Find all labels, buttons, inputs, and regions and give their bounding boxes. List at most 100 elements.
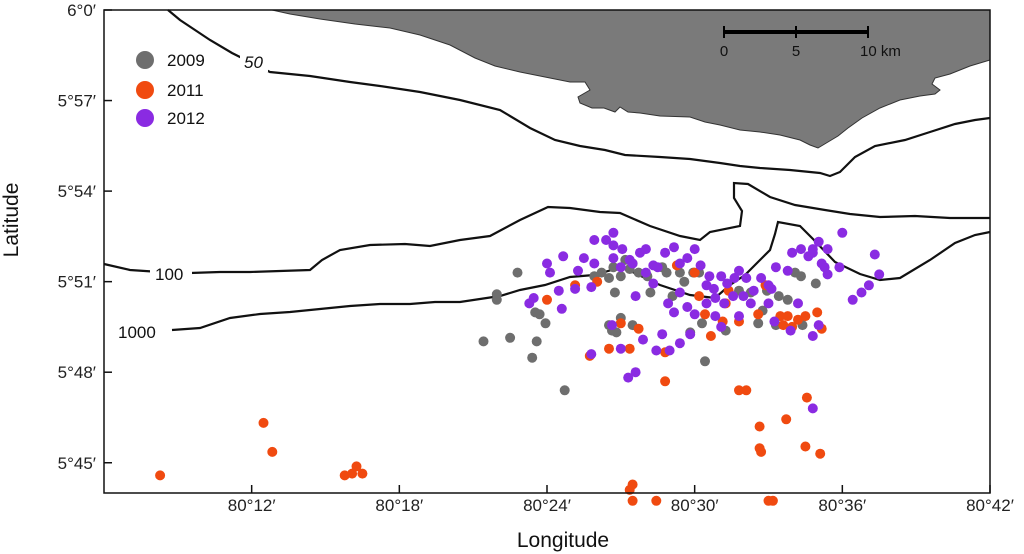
survey-point-2011	[756, 446, 767, 457]
survey-point-2012	[669, 242, 679, 253]
survey-point-2011	[651, 495, 662, 506]
survey-point-2012	[589, 235, 600, 245]
survey-point-2011	[627, 479, 638, 490]
survey-point-2012	[674, 258, 685, 269]
survey-point-2012	[558, 251, 569, 262]
survey-point-2012	[734, 265, 744, 276]
contour-label-1000-bg	[114, 320, 170, 342]
survey-point-2012	[813, 320, 824, 331]
survey-point-2009	[559, 385, 570, 396]
survey-point-2012	[745, 298, 756, 309]
survey-point-2011	[793, 314, 803, 325]
survey-point-2009	[697, 318, 707, 329]
survey-point-2011	[767, 495, 778, 506]
survey-point-2012	[782, 265, 793, 276]
survey-point-2012	[874, 269, 885, 280]
contour-100m	[103, 181, 990, 275]
survey-point-2012	[578, 253, 589, 264]
survey-point-2009	[596, 267, 607, 278]
survey-point-2009	[530, 307, 541, 318]
survey-point-2012	[738, 291, 749, 302]
survey-point-2012	[570, 283, 581, 294]
y-tick-label: 5°54′	[58, 182, 96, 201]
x-tick-label: 80°12′	[228, 496, 276, 515]
scale-label-5: 5	[792, 43, 800, 60]
survey-point-2012	[822, 269, 833, 280]
survey-point-2009	[540, 318, 551, 329]
survey-point-2012	[553, 285, 564, 296]
survey-point-2012	[837, 227, 848, 238]
survey-point-2012	[573, 265, 583, 276]
survey-point-2012	[669, 307, 679, 318]
survey-point-2012	[601, 235, 612, 245]
survey-point-2009	[645, 287, 656, 298]
survey-point-2009	[667, 291, 678, 302]
survey-point-2012	[657, 329, 668, 340]
y-axis-title: Latitude	[0, 183, 23, 258]
y-tick-label: 5°48′	[58, 363, 96, 382]
survey-point-2009	[527, 352, 538, 363]
survey-point-2012	[728, 291, 739, 302]
survey-point-2012	[682, 302, 693, 312]
survey-point-2011	[812, 307, 823, 318]
survey-point-2011	[754, 421, 765, 432]
survey-point-2012	[586, 282, 597, 293]
survey-point-2012	[863, 280, 874, 291]
contour-50m	[167, 9, 991, 178]
survey-point-2012	[704, 271, 715, 282]
survey-point-2012	[796, 244, 806, 255]
survey-point-2012	[663, 298, 674, 309]
legend-marker-2009	[136, 51, 154, 69]
survey-point-2012	[648, 278, 659, 289]
survey-point-2012	[763, 298, 774, 309]
contour-label-50: 50	[244, 53, 263, 72]
survey-point-2012	[787, 247, 798, 258]
survey-point-2009	[491, 294, 502, 305]
y-tick-label: 5°51′	[58, 273, 96, 292]
survey-point-2012	[741, 273, 752, 283]
survey-point-2012	[542, 258, 552, 269]
survey-point-2012	[807, 331, 818, 341]
legend-label-2012: 2012	[167, 109, 205, 128]
survey-point-2012	[640, 267, 651, 278]
survey-point-2009	[810, 278, 821, 289]
survey-point-2012	[674, 287, 685, 298]
survey-point-2012	[716, 271, 727, 282]
survey-point-2012	[729, 273, 740, 283]
y-tick-label: 6°0′	[67, 1, 96, 20]
survey-point-2012	[869, 249, 880, 260]
survey-point-2012	[766, 283, 777, 294]
survey-point-2012	[660, 247, 671, 258]
survey-point-2012	[638, 334, 648, 345]
contour-label-50-bg	[240, 50, 268, 72]
survey-point-2012	[586, 349, 597, 360]
survey-point-2012	[793, 298, 803, 309]
survey-point-2011	[800, 441, 811, 452]
survey-point-2011	[781, 414, 792, 425]
survey-point-2011	[800, 311, 811, 322]
survey-point-2011	[689, 267, 700, 278]
survey-point-2012	[623, 372, 634, 383]
survey-point-2009	[753, 318, 764, 329]
survey-point-2012	[847, 294, 858, 305]
x-tick-label: 80°18′	[375, 496, 423, 515]
scale-label-0: 0	[720, 43, 728, 60]
legend-label-2011: 2011	[167, 81, 204, 100]
contour-label-100-bg	[150, 262, 192, 284]
survey-point-2012	[769, 316, 780, 327]
survey-point-2011	[782, 311, 793, 322]
x-tick-label: 80°42′	[966, 496, 1014, 515]
survey-point-2012	[785, 325, 796, 336]
survey-point-2012	[608, 253, 619, 264]
survey-point-2012	[615, 262, 626, 273]
survey-point-2011	[351, 461, 362, 472]
survey-point-2012	[664, 345, 675, 356]
survey-point-2012	[607, 320, 617, 331]
survey-point-2012	[652, 262, 663, 273]
survey-point-2011	[700, 309, 710, 320]
survey-point-2012	[710, 311, 721, 322]
survey-point-2011	[815, 448, 826, 459]
x-tick-label: 80°24′	[523, 496, 571, 515]
survey-point-2012	[651, 345, 662, 356]
